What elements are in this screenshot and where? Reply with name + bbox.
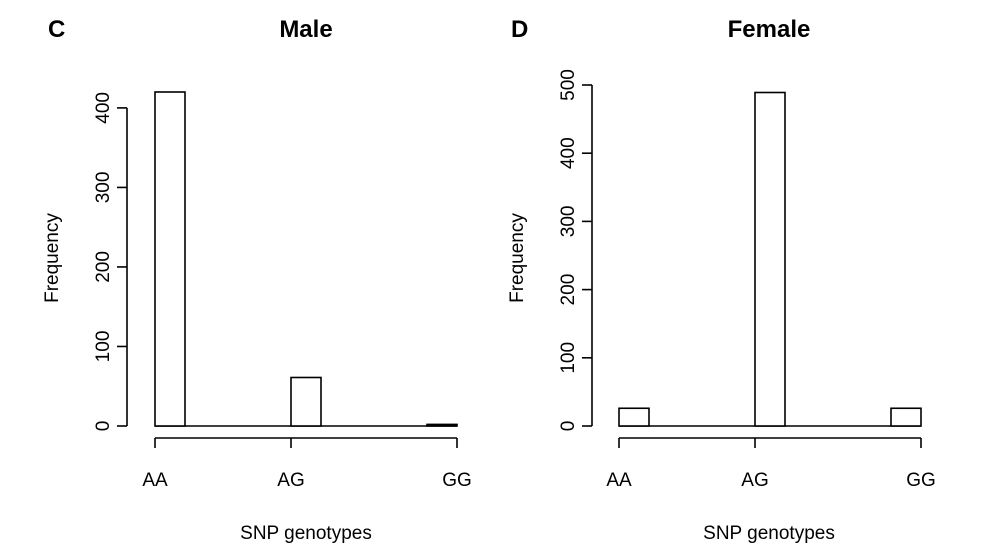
y-axis-label: Frequency xyxy=(507,213,528,303)
panel-letter: C xyxy=(48,16,65,43)
y-tick-label: 200 xyxy=(93,251,114,283)
bar-AG xyxy=(754,91,786,427)
y-axis: 0 100 200 300 400 xyxy=(93,92,128,432)
y-tick-label: 100 xyxy=(93,331,114,363)
bars xyxy=(154,91,458,427)
bar-AA xyxy=(618,407,650,427)
y-tick-label: 0 xyxy=(93,421,114,432)
x-axis: AA AG GG xyxy=(142,437,472,491)
bar-GG xyxy=(426,423,458,427)
bars xyxy=(618,91,922,427)
x-tick-label: AA xyxy=(142,470,168,491)
y-tick-label: 300 xyxy=(93,172,114,204)
x-tick-label: AG xyxy=(277,470,304,491)
panel-letter: D xyxy=(511,16,528,43)
bar-AG xyxy=(290,376,322,427)
chart-title: Male xyxy=(279,16,332,43)
bar-GG xyxy=(890,407,922,427)
x-tick-label: GG xyxy=(442,470,472,491)
y-axis-label: Frequency xyxy=(42,213,63,303)
x-tick-label: GG xyxy=(906,470,936,491)
x-tick-label: AG xyxy=(741,470,768,491)
x-axis-label: SNP genotypes xyxy=(240,523,372,544)
y-axis: 0 100 200 300 400 500 xyxy=(558,69,593,432)
y-tick-label: 500 xyxy=(558,69,579,101)
y-tick-label: 400 xyxy=(93,92,114,124)
panel-female: D Female 0 100 200 300 400 500 AA AG GG Frequen… xyxy=(507,16,936,544)
y-tick-label: 200 xyxy=(558,274,579,306)
bar-AA xyxy=(154,91,186,427)
y-tick-label: 400 xyxy=(558,137,579,169)
y-tick-label: 300 xyxy=(558,206,579,238)
chart-title: Female xyxy=(728,16,811,43)
x-tick-label: AA xyxy=(606,470,632,491)
panel-male: C Male 0 100 200 300 400 AA AG GG Frequency SN… xyxy=(42,16,472,544)
y-tick-label: 0 xyxy=(558,421,579,432)
x-axis-label: SNP genotypes xyxy=(703,523,835,544)
x-axis: AA AG GG xyxy=(606,437,936,491)
y-tick-label: 100 xyxy=(558,342,579,374)
